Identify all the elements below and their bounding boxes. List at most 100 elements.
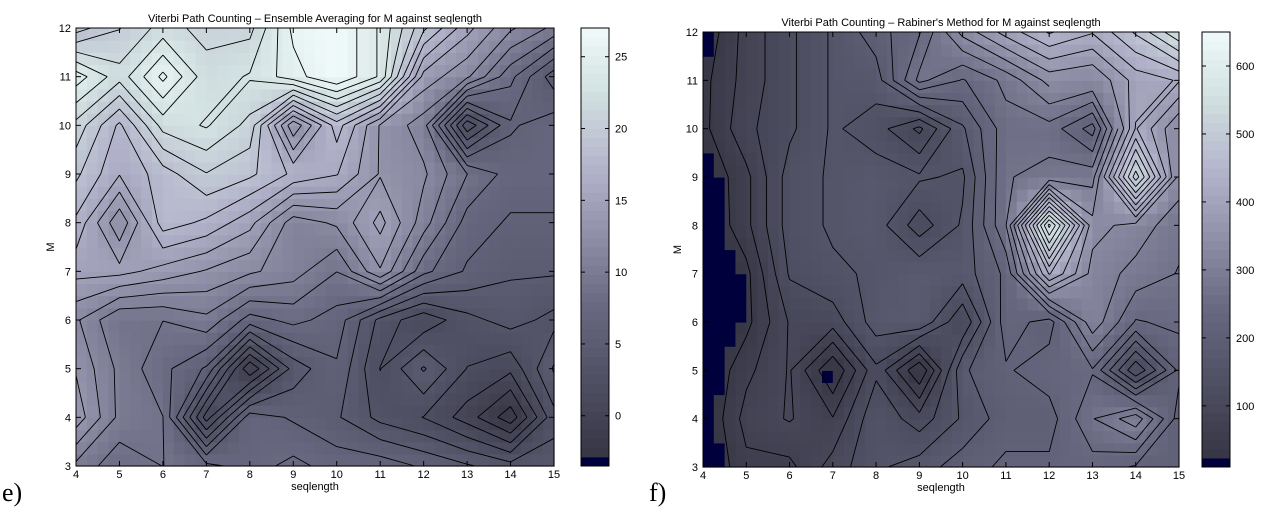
heatmap-cell [951, 418, 964, 432]
heatmap-cell [119, 259, 131, 272]
heatmap-cell [735, 116, 747, 130]
heatmap-cell [789, 285, 801, 299]
heatmap-cell [930, 261, 942, 275]
heatmap-cell [304, 307, 316, 321]
heatmap-cell [543, 295, 555, 309]
heatmap-cell [358, 332, 370, 345]
heatmap-cell [336, 295, 349, 309]
heatmap-cell [119, 405, 131, 418]
heatmap-cell [832, 104, 845, 118]
heatmap-cell [401, 76, 414, 90]
heatmap-cell [876, 80, 888, 94]
heatmap-cell [315, 247, 327, 260]
heatmap-cell [1005, 370, 1018, 384]
heatmap-cell [293, 186, 305, 199]
heatmap-cell [532, 222, 544, 236]
heatmap-cell [984, 201, 996, 214]
heatmap-cell [434, 283, 446, 297]
colorbar-band [581, 383, 609, 394]
heatmap-cell [217, 307, 229, 321]
colorbar-tick-label: 400 [1236, 197, 1254, 209]
heatmap-cell [778, 201, 791, 214]
heatmap-cell [1103, 140, 1115, 154]
heatmap-cell [767, 309, 780, 323]
heatmap-cell [1135, 249, 1148, 263]
heatmap-cell [423, 283, 436, 297]
heatmap-cell [423, 222, 436, 236]
heatmap-cell [1038, 80, 1050, 94]
heatmap-cell [865, 430, 877, 444]
heatmap-cell [380, 186, 392, 199]
heatmap-cell [876, 44, 888, 57]
heatmap-cell [1092, 189, 1104, 202]
heatmap-cell [260, 429, 273, 443]
heatmap-cell [271, 441, 284, 455]
heatmap-cell [173, 40, 186, 53]
heatmap-cell [260, 113, 273, 126]
heatmap-cell [184, 40, 197, 53]
heatmap-cell [1168, 394, 1180, 408]
heatmap-cell [195, 271, 207, 285]
heatmap-cell [713, 164, 726, 178]
heatmap-cell [713, 382, 726, 396]
heatmap-cell [271, 393, 284, 406]
heatmap-cell [1060, 406, 1072, 420]
heatmap-cell [1124, 68, 1137, 81]
heatmap-cell [1016, 237, 1029, 251]
heatmap-cell [369, 88, 381, 102]
heatmap-cell [746, 249, 758, 263]
heatmap-cell [228, 40, 240, 53]
heatmap-cell [108, 417, 121, 431]
heatmap-cell [293, 137, 305, 151]
heatmap-cell [358, 76, 370, 90]
heatmap-cell [434, 88, 446, 102]
heatmap-cell [1146, 358, 1158, 371]
heatmap-cell [941, 394, 953, 408]
heatmap-cell [162, 332, 175, 345]
heatmap-cell [336, 368, 349, 382]
heatmap-cell [141, 76, 153, 90]
heatmap-cell [369, 405, 381, 418]
heatmap-cell [703, 189, 715, 202]
heatmap-cell [811, 104, 823, 118]
heatmap-cell [1016, 44, 1029, 57]
heatmap-cell [184, 28, 197, 41]
heatmap-cell [1092, 104, 1104, 118]
heatmap-cell [380, 125, 392, 139]
heatmap-cell [238, 28, 251, 41]
heatmap-cell [832, 116, 845, 130]
heatmap-cell [854, 104, 866, 118]
colorbar-band [581, 101, 609, 111]
heatmap-cell [499, 344, 512, 358]
heatmap-cell [1103, 442, 1115, 456]
colorbar-band [581, 402, 609, 412]
y-tick-label: 11 [60, 72, 71, 84]
heatmap-cell [467, 417, 479, 431]
heatmap-cell [930, 418, 942, 432]
heatmap-cell [811, 430, 823, 444]
heatmap-cell [76, 380, 88, 394]
heatmap-cell [757, 80, 769, 94]
heatmap-cell [423, 113, 436, 126]
heatmap-cell [1027, 164, 1039, 178]
colorbar-band [581, 420, 609, 430]
heatmap-cell [108, 88, 121, 102]
heatmap-cell [97, 380, 110, 394]
heatmap-cell [1114, 104, 1126, 118]
heatmap-cell [152, 28, 164, 41]
heatmap-cell [217, 295, 229, 309]
heatmap-cell [865, 164, 877, 178]
heatmap-cell [908, 442, 920, 456]
heatmap-cell [195, 64, 207, 78]
y-tick-label: 3 [65, 461, 71, 473]
heatmap-cell [228, 271, 240, 285]
heatmap-cell [369, 234, 381, 248]
colorbar-band [1202, 322, 1230, 332]
heatmap-cell [510, 52, 523, 66]
heatmap-cell [832, 249, 845, 263]
heatmap-cell [778, 140, 791, 154]
heatmap-cell [995, 201, 1007, 214]
heatmap-cell [1027, 152, 1039, 166]
heatmap-cell [1124, 140, 1137, 154]
heatmap-cell [271, 88, 284, 102]
